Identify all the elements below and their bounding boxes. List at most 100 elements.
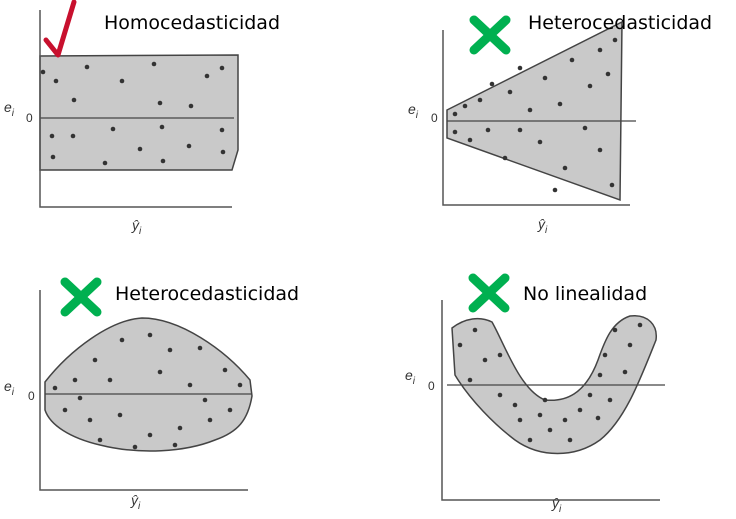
axes xyxy=(39,10,232,208)
residual-point xyxy=(204,73,210,79)
residual-points xyxy=(40,61,226,166)
residual-point xyxy=(622,369,628,375)
residual-point xyxy=(220,149,226,155)
zero-tick-label: 0 xyxy=(28,389,35,403)
y-axis-label: ei xyxy=(408,101,419,121)
residual-point xyxy=(452,129,458,135)
residual-point xyxy=(542,75,548,81)
panel-title: No linealidad xyxy=(523,283,647,305)
residual-point xyxy=(97,437,103,443)
panel-heterocedasticidad-fan: ei 0 ŷi Heterocedasticidad xyxy=(408,12,712,236)
residual-point xyxy=(137,146,143,152)
residual-point xyxy=(587,83,593,89)
residual-point xyxy=(537,412,543,418)
residual-point xyxy=(219,65,225,71)
residual-point xyxy=(472,327,478,333)
cross-icon xyxy=(469,15,511,55)
residual-point xyxy=(547,427,553,433)
residual-point xyxy=(627,342,633,348)
x-axis-label: ŷi xyxy=(551,495,562,515)
residual-point xyxy=(147,332,153,338)
residual-point xyxy=(222,367,228,373)
panel-title: Heterocedasticidad xyxy=(528,12,712,34)
residual-point xyxy=(517,127,523,133)
residual-band xyxy=(39,54,239,171)
panel-homocedasticidad: ei 0 ŷi Homocedasticidad xyxy=(4,0,280,237)
residual-point xyxy=(467,137,473,143)
residual-point xyxy=(172,442,178,448)
residual-point xyxy=(177,425,183,431)
residual-point xyxy=(597,147,603,153)
zero-tick-label: 0 xyxy=(431,111,438,125)
residual-point xyxy=(157,100,163,106)
residual-band xyxy=(451,315,657,455)
x-axis-label: ŷi xyxy=(130,492,141,512)
residual-point xyxy=(567,437,573,443)
residual-point xyxy=(160,158,166,164)
residual-point xyxy=(542,397,548,403)
residual-point xyxy=(52,385,58,391)
residual-point xyxy=(517,417,523,423)
residual-point xyxy=(485,127,491,133)
panel-title: Homocedasticidad xyxy=(104,12,280,34)
residual-point xyxy=(219,127,225,133)
residual-point xyxy=(147,432,153,438)
axes xyxy=(442,30,630,206)
residual-point xyxy=(607,397,613,403)
residual-point xyxy=(587,392,593,398)
residual-point xyxy=(497,392,503,398)
panel-heterocedasticidad-blob: ei 0 ŷi Heterocedasticidad xyxy=(4,277,299,512)
residual-point xyxy=(462,103,468,109)
residual-point xyxy=(77,395,83,401)
residual-point xyxy=(186,143,192,149)
y-axis-label: ei xyxy=(405,367,416,387)
residual-point xyxy=(207,417,213,423)
residual-point xyxy=(482,357,488,363)
residual-point xyxy=(49,133,55,139)
residual-point xyxy=(562,417,568,423)
panel-title: Heterocedasticidad xyxy=(115,283,299,305)
x-axis-label: ŷi xyxy=(537,216,548,236)
residual-point xyxy=(188,103,194,109)
residual-point xyxy=(527,437,533,443)
residual-point xyxy=(227,407,233,413)
residual-point xyxy=(119,78,125,84)
residual-point xyxy=(527,107,533,113)
residual-point xyxy=(497,352,503,358)
residual-point xyxy=(159,124,165,130)
residual-point xyxy=(457,342,463,348)
residual-point xyxy=(507,89,513,95)
residual-point xyxy=(512,402,518,408)
residual-point xyxy=(71,97,77,103)
residual-band xyxy=(44,317,253,452)
residual-point xyxy=(87,417,93,423)
panel-no-linealidad: ei 0 ŷi No linealidad xyxy=(405,273,665,515)
residual-point xyxy=(557,101,563,107)
residual-point xyxy=(119,337,125,343)
residual-point xyxy=(107,377,113,383)
residual-point xyxy=(202,397,208,403)
residual-point xyxy=(577,407,583,413)
residual-point xyxy=(612,327,618,333)
residual-point xyxy=(595,415,601,421)
residual-point xyxy=(197,345,203,351)
residual-point xyxy=(50,154,56,160)
residual-point xyxy=(552,187,558,193)
residual-point xyxy=(562,165,568,171)
residual-point xyxy=(609,182,615,188)
residual-point xyxy=(452,111,458,117)
residual-point xyxy=(477,97,483,103)
axes xyxy=(39,290,248,491)
residual-point xyxy=(237,382,243,388)
residual-point xyxy=(151,61,157,67)
residual-point xyxy=(637,322,643,328)
zero-tick-label: 0 xyxy=(26,111,33,125)
cross-icon xyxy=(468,273,510,313)
residual-point xyxy=(157,369,163,375)
residual-point xyxy=(597,47,603,53)
residual-point xyxy=(72,377,78,383)
residual-point xyxy=(53,78,59,84)
residual-points xyxy=(452,37,618,193)
